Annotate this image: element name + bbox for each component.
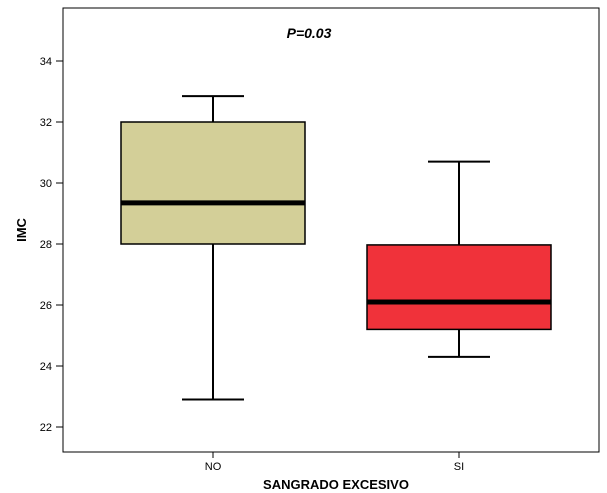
x-tick-label: SI [454, 461, 464, 473]
box-series [120, 95, 552, 401]
y-axis: 22 24 26 28 30 32 34 [40, 56, 63, 434]
plot-frame [62, 7, 600, 453]
p-value-annotation: P=0.03 [287, 25, 332, 41]
x-axis-title: SANGRADO EXCESIVO [263, 477, 409, 492]
x-axis: NO SI [205, 452, 464, 473]
iqr-box [366, 244, 552, 331]
y-tick-label: 22 [40, 422, 52, 434]
iqr-box [120, 121, 306, 245]
y-tick-label: 34 [40, 56, 52, 68]
y-tick-label: 28 [40, 239, 52, 251]
y-tick-label: 24 [40, 361, 52, 373]
x-tick-label: NO [205, 461, 222, 473]
y-tick-label: 30 [40, 178, 52, 190]
y-axis-title: IMC [14, 217, 29, 241]
y-tick-label: 32 [40, 117, 52, 129]
y-tick-label: 26 [40, 300, 52, 312]
